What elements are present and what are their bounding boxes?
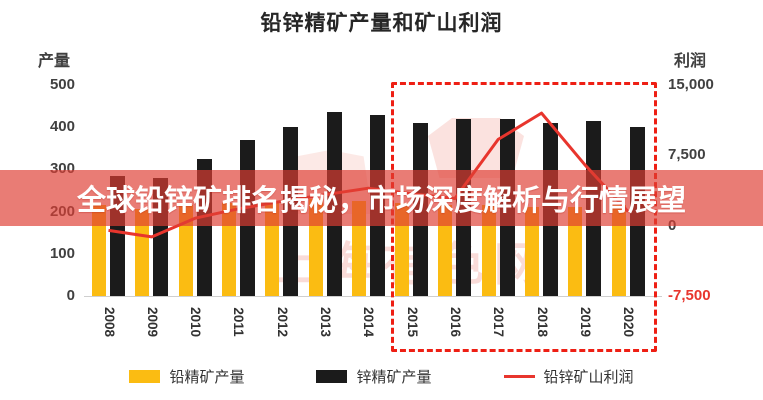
x-label-2008: 2008 (101, 306, 117, 338)
headline-text: 全球铅锌矿排名揭秘，市场深度解析与行情展望 (76, 185, 686, 217)
right-tick-7,500: 7,500 (668, 146, 706, 164)
left-tick-0: 0 (66, 287, 75, 304)
legend-label: 锌精矿产量 (356, 368, 432, 386)
legend-bar-swatch (316, 369, 348, 383)
x-label-2011: 2011 (231, 307, 247, 337)
x-label-2014: 2014 (361, 306, 377, 338)
legend-label: 铅精矿产量 (169, 368, 245, 386)
legend-bar-swatch (129, 369, 161, 383)
left-tick-100: 100 (49, 244, 75, 262)
x-label-2012: 2012 (274, 306, 290, 338)
legend-line-swatch (503, 374, 535, 378)
legend-item-1: 铅精矿产量 (129, 366, 244, 387)
bar-lead-2008 (92, 205, 106, 296)
legend-label: 铅锌矿山利润 (543, 368, 634, 386)
x-label-2009: 2009 (144, 306, 160, 338)
x-axis-line (84, 296, 662, 297)
x-label-2010: 2010 (188, 306, 204, 338)
x-label-2013: 2013 (318, 306, 333, 338)
headline-banner: 全球铅锌矿排名揭秘，市场深度解析与行情展望 (0, 170, 763, 226)
left-axis-title: 产量 (38, 53, 71, 70)
left-tick-400: 400 (49, 118, 75, 136)
right-axis-title: 利润 (674, 53, 707, 70)
chart-title: 铅锌精矿产量和矿山利润 (260, 12, 503, 35)
legend-item-3: 铅锌矿山利润 (503, 366, 634, 387)
right-tick--7,500: -7,500 (668, 287, 711, 304)
legend-item-2: 锌精矿产量 (316, 366, 432, 387)
left-tick-500: 500 (49, 76, 75, 93)
right-tick-15,000: 15,000 (668, 76, 714, 93)
legend: 铅精矿产量 锌精矿产量 铅锌矿山利润 (0, 363, 763, 389)
